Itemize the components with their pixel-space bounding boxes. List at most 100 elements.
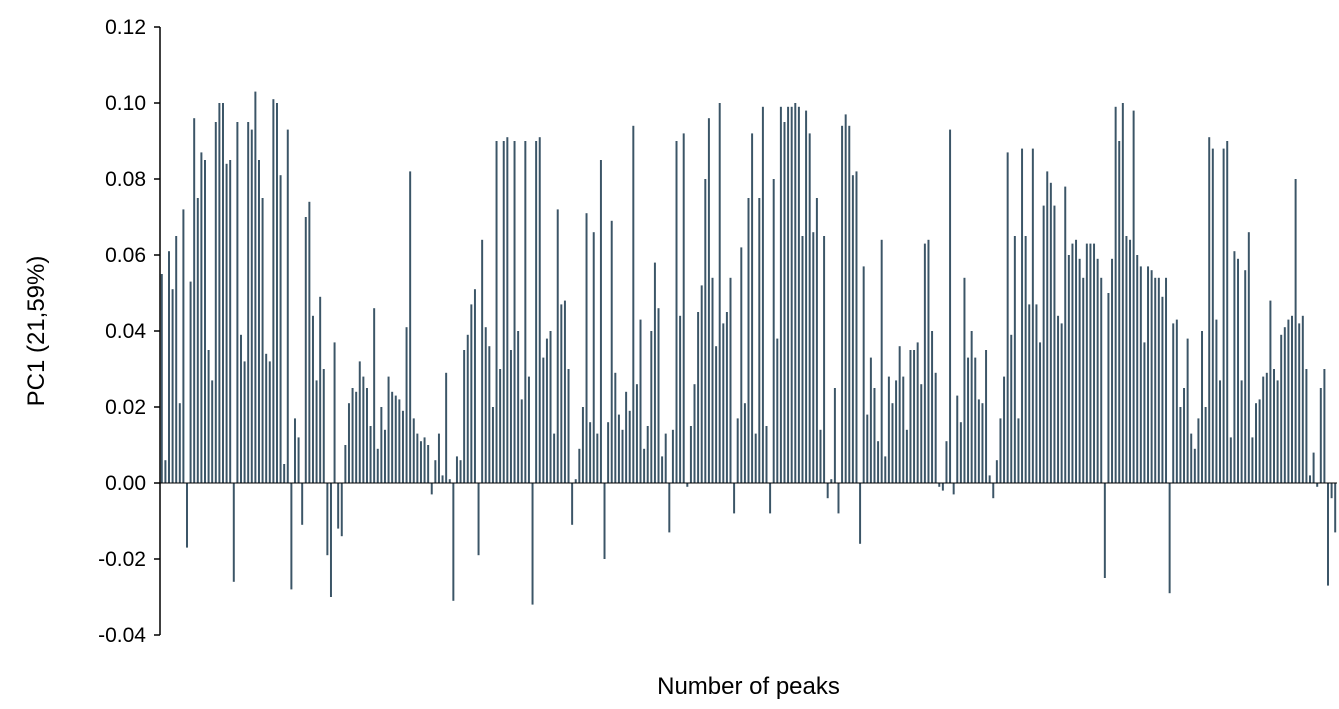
bar: [491, 407, 494, 483]
bar: [1118, 141, 1121, 483]
bar: [902, 376, 905, 483]
bar: [830, 479, 833, 483]
bar: [175, 236, 178, 483]
bar: [916, 342, 919, 483]
bar: [304, 217, 307, 483]
bar: [1237, 258, 1240, 483]
bar: [988, 475, 991, 483]
bar: [344, 445, 347, 483]
bar: [556, 209, 559, 483]
bar: [1103, 483, 1106, 578]
bar: [945, 441, 948, 483]
bar: [437, 433, 440, 483]
bar: [992, 483, 995, 499]
bar: [567, 369, 570, 483]
bar: [758, 198, 761, 483]
bar: [718, 103, 721, 483]
bar: [1024, 236, 1027, 483]
bar: [815, 198, 818, 483]
bar: [1085, 243, 1088, 483]
bar: [1017, 418, 1020, 483]
bar: [481, 239, 484, 483]
bar: [704, 179, 707, 483]
bar: [182, 209, 185, 483]
bar: [455, 456, 458, 483]
bar: [430, 483, 433, 495]
bar: [1107, 293, 1110, 483]
y-axis-title: PC1 (21,59%): [23, 256, 50, 407]
bar: [808, 133, 811, 483]
bar: [981, 403, 984, 483]
bar: [1222, 148, 1225, 483]
bar: [1226, 141, 1229, 483]
bar: [837, 483, 840, 514]
bar: [477, 483, 480, 556]
bar: [596, 433, 599, 483]
bar: [1100, 277, 1103, 483]
bar: [697, 312, 700, 483]
bar: [1071, 243, 1074, 483]
bar: [949, 129, 952, 483]
bar: [355, 391, 358, 483]
bar: [178, 403, 181, 483]
bar: [909, 350, 912, 483]
bar: [657, 308, 660, 483]
bar: [1233, 251, 1236, 483]
bar: [1287, 319, 1290, 483]
bar: [1312, 452, 1315, 483]
bar: [401, 410, 404, 483]
bar: [967, 357, 970, 483]
bar: [459, 460, 462, 483]
bar: [1276, 380, 1279, 483]
bar: [1165, 277, 1168, 483]
bar: [873, 388, 876, 483]
bar: [268, 361, 271, 483]
bar: [995, 460, 998, 483]
bars-layer: [160, 91, 1337, 605]
bar: [776, 338, 779, 483]
bar: [607, 422, 610, 483]
bar: [329, 483, 332, 597]
bar: [855, 171, 858, 483]
bar: [275, 103, 278, 483]
bar: [805, 110, 808, 483]
bar: [643, 448, 646, 483]
bar: [765, 426, 768, 483]
bar: [531, 483, 534, 605]
bar: [862, 266, 865, 483]
bar: [394, 395, 397, 483]
bar: [1089, 243, 1092, 483]
bar: [257, 160, 260, 483]
bar: [927, 239, 930, 483]
bar: [232, 483, 235, 582]
bar: [1208, 137, 1211, 483]
bar: [168, 251, 170, 483]
bar: [581, 407, 584, 483]
bar: [448, 479, 451, 483]
bar: [538, 137, 541, 483]
bar: [844, 114, 847, 484]
bar: [1183, 388, 1186, 483]
bar: [877, 441, 880, 483]
bar: [290, 483, 293, 590]
bar: [405, 327, 408, 483]
bar: [513, 141, 516, 483]
bar: [243, 361, 246, 483]
y-tick-label: 0.08: [105, 168, 146, 191]
bar: [891, 403, 894, 483]
bar: [668, 483, 671, 533]
bar: [790, 106, 793, 484]
bar: [236, 122, 239, 483]
bar: [934, 372, 937, 483]
y-tick-label: 0.04: [105, 320, 146, 343]
bar: [247, 122, 250, 483]
bar: [373, 308, 376, 483]
bar: [283, 464, 286, 483]
bar: [387, 376, 390, 483]
bar: [700, 285, 703, 483]
bar: [1132, 110, 1135, 483]
bar: [466, 334, 469, 483]
bar: [1125, 236, 1128, 483]
bar: [736, 418, 739, 483]
